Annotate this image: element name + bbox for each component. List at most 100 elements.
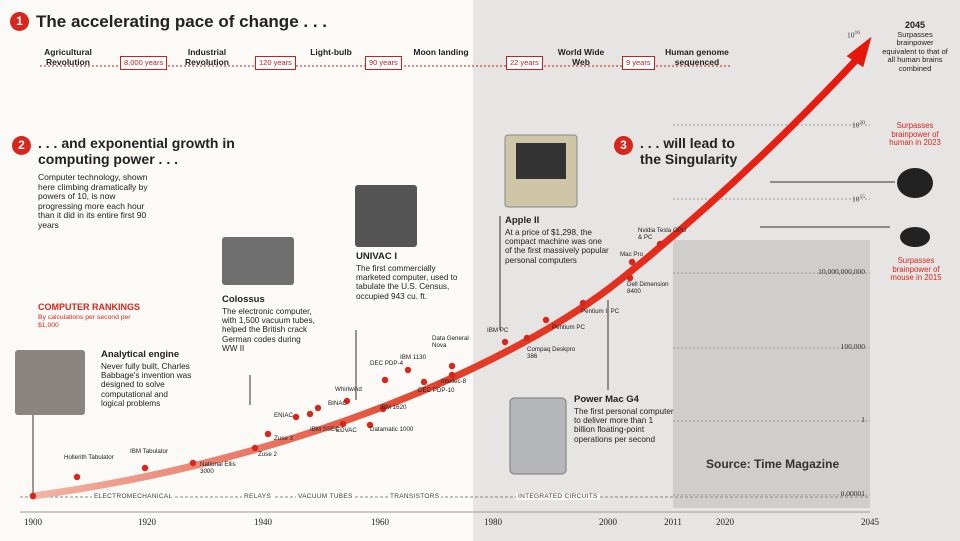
growth-curve: [29, 54, 862, 500]
x-axis-label: 2045: [861, 517, 879, 527]
era-label: ELECTROMECHANICAL: [92, 493, 175, 501]
point: [628, 258, 636, 266]
point: [73, 473, 81, 481]
future-shade: [673, 240, 870, 508]
x-axis-label: 1980: [484, 517, 502, 527]
callout-text: At a price of $1,298, the compact machin…: [505, 228, 609, 265]
point-label: Whirlwind: [335, 386, 362, 393]
interval: 9 years: [622, 56, 655, 71]
callout-title: Colossus: [222, 294, 265, 305]
y-axis-label: 100,000: [775, 342, 865, 351]
y-label-base: 1: [861, 415, 865, 424]
point-label: BINAC: [328, 400, 347, 407]
era-label: TRANSISTORS: [388, 493, 442, 501]
colossus-image: [222, 237, 294, 285]
point: [381, 376, 389, 384]
point-label: IBM Tabulator: [130, 448, 169, 455]
point: [542, 316, 550, 324]
callout-title: Apple II: [505, 215, 540, 226]
y-axis-label: 1016: [770, 30, 860, 40]
milestone: Human genome sequenced: [665, 47, 729, 67]
point: [29, 492, 37, 500]
callout-title: Power Mac G4: [574, 394, 639, 405]
note-text: Surpasses brainpower of mouse in 2015: [890, 256, 942, 283]
point-label: IBM 1620: [380, 404, 407, 411]
milestone: World Wide Web: [557, 47, 605, 67]
arrow-head: [846, 36, 872, 68]
point-label: National Ellis 3000: [200, 461, 236, 475]
note-text: Surpasses brainpower equivalent to that …: [882, 30, 948, 73]
point-label: Nvidia Tesla GPU & PC: [638, 227, 687, 241]
milestone: Industrial Revolution: [185, 47, 229, 67]
point-label: Hollerith Tabulator: [64, 454, 114, 461]
mouse-icon: [900, 227, 930, 247]
apple-ii-screen: [516, 143, 566, 179]
point-label: ENIAC: [274, 412, 293, 419]
interval: 8,000 years: [120, 56, 168, 71]
point: [579, 299, 587, 307]
point-label: Mac Pro: [620, 251, 644, 258]
milestone: Moon landing: [413, 47, 469, 57]
y-axis-label: 1015: [775, 194, 865, 204]
interval: 90 years: [365, 56, 402, 71]
y-label-base: 10: [847, 30, 855, 40]
point-label: DEC PDP-10: [418, 387, 455, 394]
point-label: Dell Dimension 8400: [627, 281, 669, 295]
x-axis-label: 2011: [664, 517, 682, 527]
y-label-base: 0.00001: [840, 489, 865, 498]
section-title: . . . will lead to the Singularity: [640, 135, 738, 167]
point: [306, 410, 314, 418]
callout-text: The electronic computer, with 1,500 vacu…: [222, 307, 315, 353]
interval: 120 years: [255, 56, 296, 71]
point-label: Zuse 2: [258, 451, 277, 458]
note-title: 2045: [905, 20, 926, 30]
point-label: Data General Nova: [432, 335, 469, 349]
section-number: 1: [10, 12, 29, 31]
point-label: Compaq Deskpro 386: [527, 346, 576, 360]
callout-title: UNIVAC I: [356, 251, 397, 262]
callout-text: Never fully built, Charles Babbage's inv…: [101, 362, 192, 408]
y-label-exponent: 15: [859, 194, 866, 200]
point-label: Pentium II PC: [581, 308, 620, 315]
x-axis-label: 1920: [138, 517, 156, 527]
callout-text: The first personal computer to deliver m…: [574, 407, 674, 444]
note-text: Surpasses brainpower of human in 2023: [889, 121, 941, 148]
source: Source: Time Magazine: [706, 457, 840, 471]
analytical-engine-image: [15, 350, 85, 415]
point: [251, 444, 259, 452]
y-label-exponent: 20: [859, 120, 866, 126]
section-title: . . . and exponential growth in computin…: [38, 135, 235, 167]
section-number: 3: [614, 136, 633, 155]
era-label: INTEGRATED CIRCUITS: [516, 493, 600, 501]
interval: 22 years: [506, 56, 543, 71]
univac-image: [355, 185, 417, 247]
milestone: Light-bulb: [310, 47, 352, 57]
point: [264, 430, 272, 438]
point: [366, 421, 374, 429]
point-label: Zuse 3: [274, 435, 293, 442]
title: The accelerating pace of change . . .: [36, 12, 327, 31]
y-label-base: 10: [852, 194, 860, 204]
x-axis-label: 1940: [254, 517, 272, 527]
callout-text: The first commercially marketed computer…: [356, 264, 458, 301]
point: [343, 397, 351, 405]
rankings-subtitle: By calculations per second per $1,000: [38, 314, 131, 329]
rankings-title: COMPUTER RANKINGS: [38, 302, 141, 312]
point: [404, 366, 412, 374]
x-axis-label: 2000: [599, 517, 617, 527]
point-label: DEC PDP-4: [370, 360, 404, 367]
power-mac-image: [509, 397, 567, 475]
section-text: Computer technology, shown here climbing…: [38, 172, 148, 230]
point: [420, 378, 428, 386]
point-label: EDVAC: [336, 427, 357, 434]
point: [448, 371, 456, 379]
brain-icon: [897, 168, 933, 198]
point: [189, 459, 197, 467]
y-label-base: 100,000: [840, 342, 865, 351]
point: [314, 404, 322, 412]
point: [339, 420, 347, 428]
point-label: IBM 1130: [400, 354, 427, 361]
point-label: IBM SSEC: [310, 426, 340, 433]
